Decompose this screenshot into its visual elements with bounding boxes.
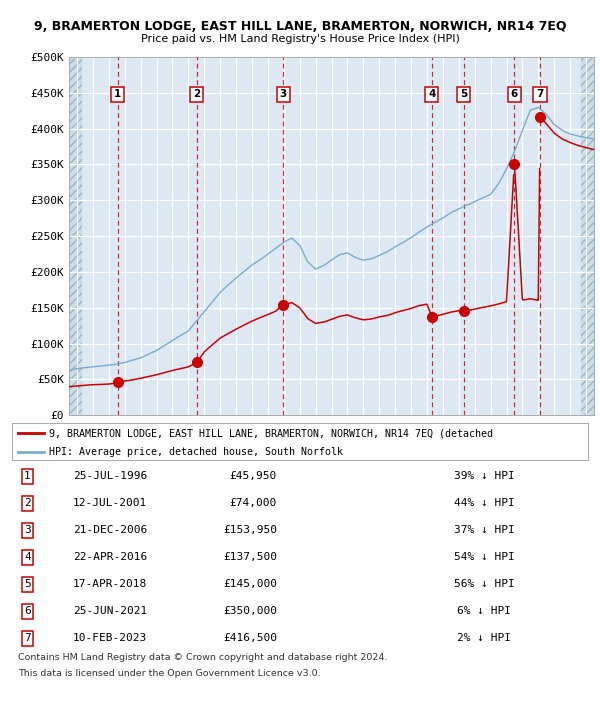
Text: 17-APR-2018: 17-APR-2018: [73, 579, 147, 589]
Text: 2% ↓ HPI: 2% ↓ HPI: [457, 633, 511, 643]
Text: £145,000: £145,000: [223, 579, 277, 589]
Text: £74,000: £74,000: [230, 498, 277, 508]
Text: 7: 7: [536, 89, 544, 99]
Text: 6% ↓ HPI: 6% ↓ HPI: [457, 606, 511, 616]
Text: 25-JUL-1996: 25-JUL-1996: [73, 471, 147, 481]
Text: 3: 3: [24, 525, 31, 535]
Text: £45,950: £45,950: [230, 471, 277, 481]
Text: 10-FEB-2023: 10-FEB-2023: [73, 633, 147, 643]
Text: 7: 7: [24, 633, 31, 643]
Text: This data is licensed under the Open Government Licence v3.0.: This data is licensed under the Open Gov…: [18, 669, 320, 678]
Text: 44% ↓ HPI: 44% ↓ HPI: [454, 498, 515, 508]
Text: 37% ↓ HPI: 37% ↓ HPI: [454, 525, 515, 535]
Text: £416,500: £416,500: [223, 633, 277, 643]
Text: 56% ↓ HPI: 56% ↓ HPI: [454, 579, 515, 589]
Text: 4: 4: [428, 89, 436, 99]
Text: Contains HM Land Registry data © Crown copyright and database right 2024.: Contains HM Land Registry data © Crown c…: [18, 653, 388, 662]
Bar: [69, 57, 82, 415]
Text: HPI: Average price, detached house, South Norfolk: HPI: Average price, detached house, Sout…: [49, 447, 343, 457]
Text: £350,000: £350,000: [223, 606, 277, 616]
Text: 25-JUN-2021: 25-JUN-2021: [73, 606, 147, 616]
Text: £153,950: £153,950: [223, 525, 277, 535]
Text: 3: 3: [280, 89, 287, 99]
Text: 6: 6: [511, 89, 518, 99]
Text: 6: 6: [24, 606, 31, 616]
Text: 9, BRAMERTON LODGE, EAST HILL LANE, BRAMERTON, NORWICH, NR14 7EQ: 9, BRAMERTON LODGE, EAST HILL LANE, BRAM…: [34, 20, 566, 33]
Text: 1: 1: [24, 471, 31, 481]
Text: 21-DEC-2006: 21-DEC-2006: [73, 525, 147, 535]
Text: 39% ↓ HPI: 39% ↓ HPI: [454, 471, 515, 481]
Text: £137,500: £137,500: [223, 552, 277, 562]
Text: 22-APR-2016: 22-APR-2016: [73, 552, 147, 562]
Bar: [581, 57, 594, 415]
Text: 9, BRAMERTON LODGE, EAST HILL LANE, BRAMERTON, NORWICH, NR14 7EQ (detached: 9, BRAMERTON LODGE, EAST HILL LANE, BRAM…: [49, 429, 493, 439]
Text: 5: 5: [460, 89, 467, 99]
Text: 1: 1: [114, 89, 121, 99]
Text: 54% ↓ HPI: 54% ↓ HPI: [454, 552, 515, 562]
Text: Price paid vs. HM Land Registry's House Price Index (HPI): Price paid vs. HM Land Registry's House …: [140, 34, 460, 44]
Text: 5: 5: [24, 579, 31, 589]
Text: 4: 4: [24, 552, 31, 562]
Text: 2: 2: [193, 89, 200, 99]
Text: 12-JUL-2001: 12-JUL-2001: [73, 498, 147, 508]
Text: 2: 2: [24, 498, 31, 508]
